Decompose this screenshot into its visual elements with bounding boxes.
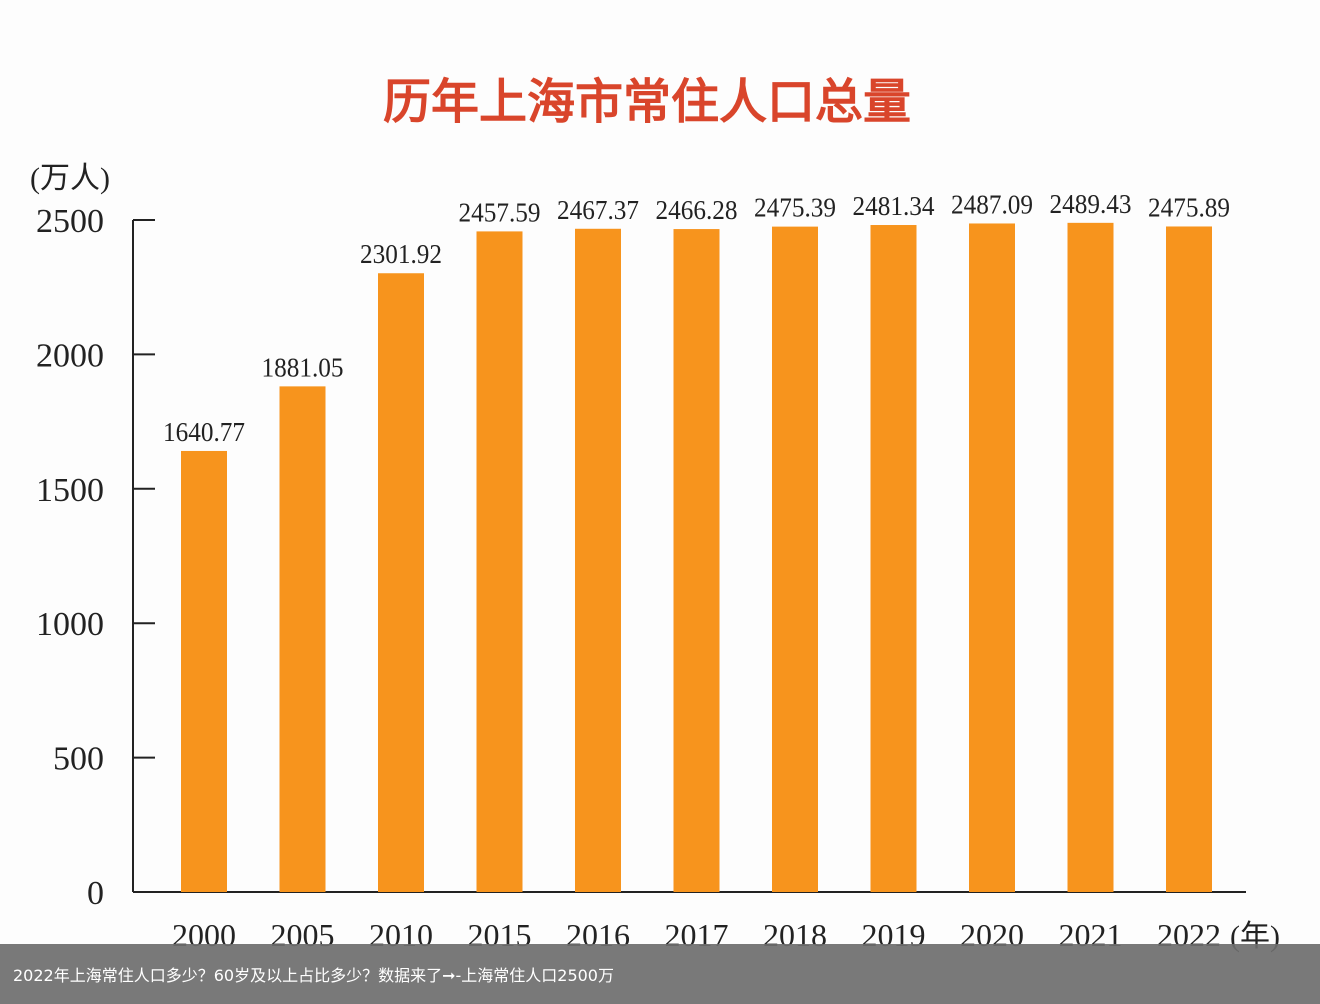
bar-2010	[378, 273, 424, 892]
y-tick-label: 1000	[36, 606, 104, 643]
bar-2020	[969, 223, 1015, 892]
bar-2000	[181, 450, 227, 892]
bar-2017	[673, 229, 720, 892]
data-label: 2481.34	[853, 191, 935, 221]
data-label: 2301.92	[360, 239, 442, 269]
y-tick-label: 2500	[36, 203, 104, 240]
data-label: 2475.39	[754, 193, 836, 223]
bar-2005	[279, 386, 326, 892]
chart-title: 历年上海市常住人口总量	[383, 74, 911, 130]
caption-text: 2022年上海常住人口多少？60岁及以上占比多少？数据来了➞-上海常住人口250…	[13, 966, 614, 985]
y-tick-label: 0	[87, 875, 104, 912]
bar-2022	[1166, 226, 1212, 892]
bar-2021	[1067, 222, 1114, 893]
data-label: 1881.05	[262, 352, 344, 382]
data-label: 2487.09	[951, 189, 1033, 219]
caption-bar: 2022年上海常住人口多少？60岁及以上占比多少？数据来了➞-上海常住人口250…	[0, 944, 1320, 1004]
y-tick-label: 500	[53, 741, 104, 778]
data-label: 1640.77	[163, 417, 245, 447]
data-label: 2466.28	[656, 195, 738, 225]
bar-2015	[476, 231, 523, 893]
data-label: 2489.43	[1050, 189, 1132, 219]
bar-2016	[575, 228, 621, 893]
y-tick-label: 1500	[36, 472, 104, 509]
data-label: 2475.89	[1148, 192, 1230, 222]
bar-2019	[870, 225, 917, 892]
data-label: 2457.59	[459, 197, 541, 227]
y-axis-label: (万人)	[30, 162, 110, 195]
y-tick-label: 2000	[36, 337, 104, 374]
bar-2018	[772, 226, 818, 892]
data-label: 2467.37	[557, 195, 639, 225]
